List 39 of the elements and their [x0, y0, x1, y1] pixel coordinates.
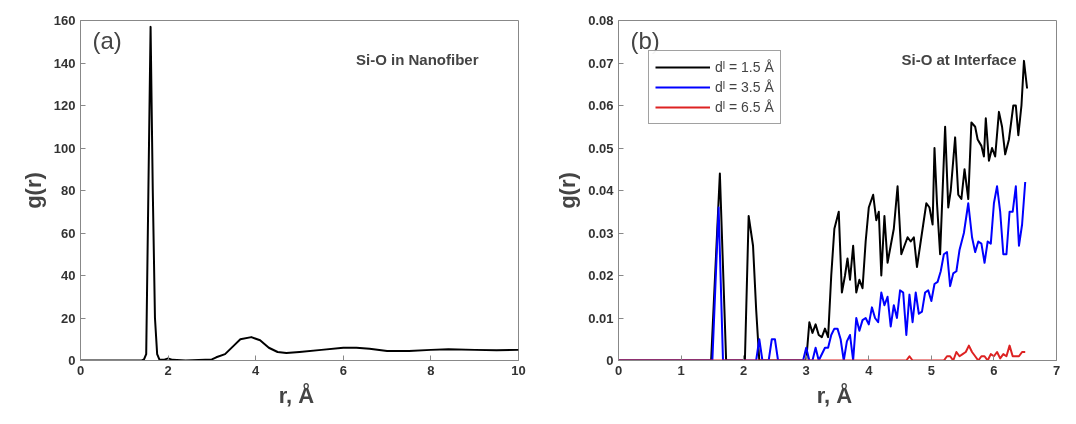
y-tick-label: 20: [61, 310, 76, 326]
legend-label: dᴵ = 1.5 Å: [715, 59, 774, 75]
y-tick-label: 120: [53, 98, 76, 113]
y-tick-label: 80: [61, 183, 76, 198]
y-tick-label: 0.08: [588, 13, 614, 28]
x-tick-label: 5: [927, 362, 935, 378]
annotation: (a): [92, 26, 122, 54]
y-tick-label: 0.05: [588, 140, 614, 156]
y-tick-label: 140: [53, 55, 76, 71]
x-axis-title: r, Å: [816, 381, 853, 408]
y-tick-label: 100: [53, 140, 76, 156]
x-tick-label: 7: [1052, 362, 1061, 378]
legend-label: dᴵ = 6.5 Å: [715, 99, 774, 115]
x-tick-label: 4: [252, 362, 261, 378]
x-tick-label: 10: [511, 362, 526, 378]
annotation: Si-O in Nanofiber: [356, 50, 479, 68]
y-tick-label: 60: [61, 225, 76, 241]
y-tick-label: 0.04: [588, 183, 615, 198]
y-tick-label: 0.03: [588, 225, 614, 241]
y-tick-label: 0.07: [588, 55, 614, 71]
y-tick-label: 0.01: [588, 310, 614, 326]
x-tick-label: 6: [990, 362, 998, 378]
x-tick-label: 2: [164, 362, 172, 378]
y-tick-label: 0.02: [588, 268, 614, 283]
x-tick-label: 3: [802, 362, 810, 378]
y-tick-label: 0.06: [588, 98, 614, 113]
y-axis-title: g(r): [20, 172, 46, 209]
x-tick-label: 1: [677, 362, 685, 378]
x-tick-label: 6: [339, 362, 347, 378]
y-axis-title: g(r): [555, 172, 581, 209]
x-tick-label: 8: [427, 362, 435, 378]
x-tick-label: 2: [740, 362, 748, 378]
y-tick-label: 160: [53, 13, 76, 28]
annotation: Si-O at Interface: [901, 50, 1017, 68]
annotation: (b): [630, 26, 660, 54]
x-tick-label: 4: [865, 362, 874, 378]
legend-label: dᴵ = 3.5 Å: [715, 79, 774, 95]
x-axis-title: r, Å: [278, 381, 315, 408]
y-tick-label: 40: [61, 268, 76, 283]
